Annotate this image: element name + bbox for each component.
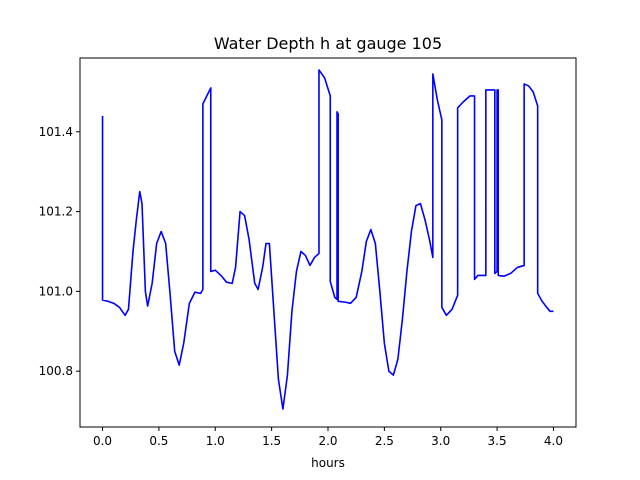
y-axis-ticks: 100.8 101.0 101.2 101.4 bbox=[39, 125, 80, 378]
x-axis-label: hours bbox=[311, 456, 345, 470]
x-tick-label: 1.0 bbox=[206, 434, 225, 448]
x-tick-label: 0.0 bbox=[93, 434, 112, 448]
x-tick-label: 3.5 bbox=[488, 434, 507, 448]
x-tick-label: 1.5 bbox=[262, 434, 281, 448]
y-tick-label: 101.2 bbox=[39, 205, 73, 219]
x-tick-label: 3.0 bbox=[431, 434, 450, 448]
x-tick-label: 2.0 bbox=[318, 434, 337, 448]
series-line-0 bbox=[101, 69, 554, 410]
y-tick-label: 100.8 bbox=[39, 364, 73, 378]
plot-frame bbox=[79, 57, 577, 428]
y-tick-label: 101.4 bbox=[39, 125, 73, 139]
x-tick-label: 0.5 bbox=[149, 434, 168, 448]
y-tick-label: 101.0 bbox=[39, 284, 73, 298]
chart-title: Water Depth h at gauge 105 bbox=[214, 34, 442, 53]
x-tick-label: 4.0 bbox=[544, 434, 563, 448]
x-tick-label: 2.5 bbox=[375, 434, 394, 448]
x-axis-ticks: 0.0 0.5 1.0 1.5 2.0 2.5 3.0 3.5 4.0 bbox=[93, 427, 563, 448]
series-layer bbox=[101, 69, 554, 410]
